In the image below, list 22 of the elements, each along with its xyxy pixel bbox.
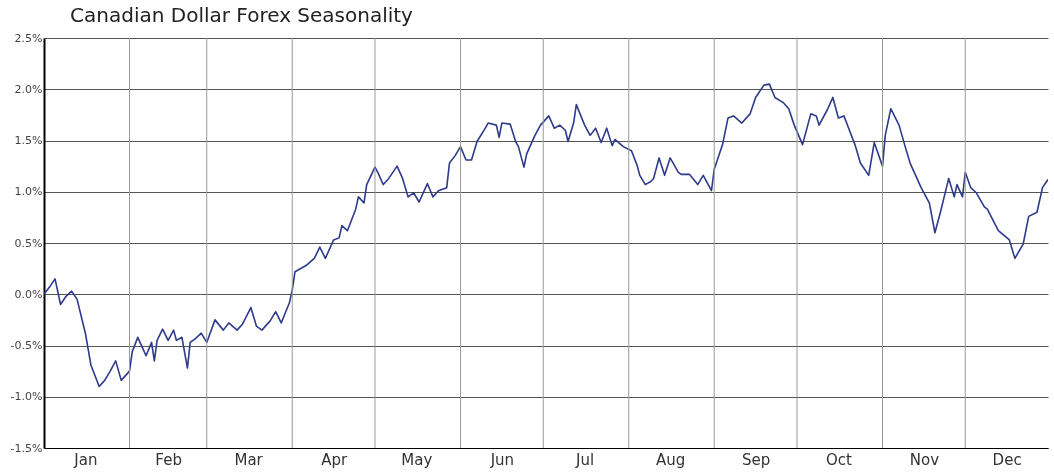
- y-tick-label: 1.0%: [14, 185, 43, 199]
- y-tick-label: -0.5%: [10, 339, 43, 352]
- x-tick-label: Aug: [655, 450, 686, 469]
- x-tick-label: May: [401, 450, 433, 469]
- x-tick-label: Dec: [992, 450, 1022, 469]
- x-tick-label: Nov: [909, 450, 940, 469]
- y-tick-label: 0.5%: [14, 236, 43, 250]
- x-tick-label: Jul: [575, 450, 595, 469]
- x-tick-label: Sep: [741, 450, 771, 469]
- x-tick-label: Feb: [155, 450, 182, 469]
- x-tick-label: Jan: [73, 450, 98, 469]
- y-tick-label: -1.5%: [10, 441, 43, 455]
- x-tick-label: Apr: [321, 450, 348, 469]
- y-tick-label: 2.5%: [14, 31, 43, 45]
- x-tick-label: Oct: [825, 450, 852, 469]
- y-tick-label: 1.5%: [14, 134, 43, 147]
- y-tick-label: 2.0%: [14, 82, 43, 96]
- chart-title: Canadian Dollar Forex Seasonality: [70, 3, 414, 27]
- y-tick-label: -1.0%: [10, 390, 43, 404]
- y-tick-label: 0.0%: [14, 287, 43, 301]
- x-tick-label: Mar: [234, 450, 264, 469]
- x-tick-label: Jun: [489, 450, 515, 469]
